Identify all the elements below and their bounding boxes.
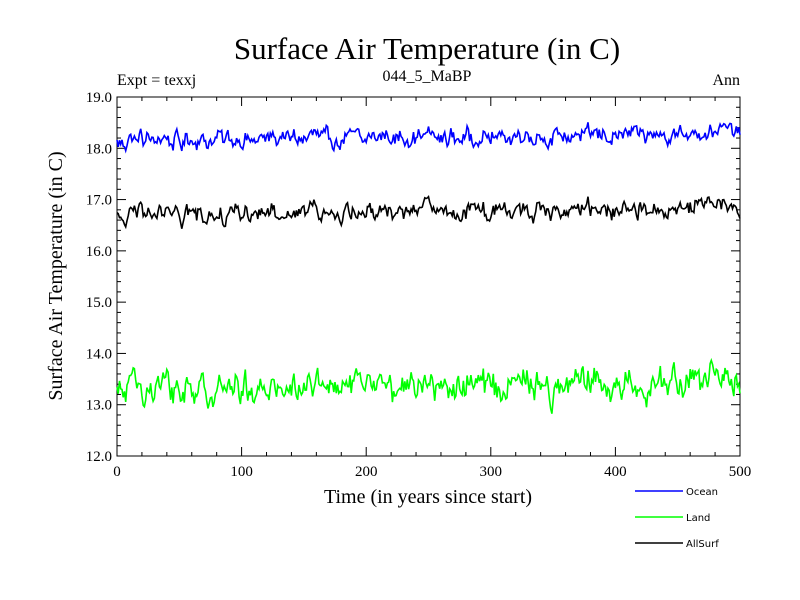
series-layer [116,121,741,414]
y-axis-label: Surface Air Temperature (in C) [45,151,67,400]
season-label: Ann [712,72,740,89]
y-tick-label: 12.0 [86,449,112,465]
y-tick-label: 17.0 [86,193,112,209]
chart-title: Surface Air Temperature (in C) [234,31,620,66]
axes: 0 100 200 300 400 500 12.0 13.0 14.0 15.0 16.0 17.0… [86,90,752,480]
x-tick-label: 400 [604,464,627,480]
legend: Ocean Land AllSurf [635,487,719,550]
y-tick-label: 16.0 [86,244,112,260]
legend-label-ocean: Ocean [686,487,718,498]
y-tick-label: 19.0 [86,90,112,106]
y-tick-label: 14.0 [86,346,112,362]
x-tick-label: 300 [480,464,503,480]
series-line-land [116,357,741,414]
y-tick-label: 13.0 [86,398,112,414]
x-tick-label: 0 [113,464,121,480]
series-line-ocean [116,121,741,154]
legend-label-allsurf: AllSurf [686,539,719,550]
series-line-allsurf [116,195,741,230]
x-tick-label: 500 [729,464,752,480]
legend-label-land: Land [686,513,710,524]
x-tick-label: 100 [230,464,253,480]
x-axis-label: Time (in years since start) [324,486,532,508]
experiment-label: Expt = texxj [117,72,196,89]
chart-subtitle: 044_5_MaBP [383,68,472,85]
x-tick-label: 200 [355,464,378,480]
y-tick-label: 15.0 [86,295,112,311]
plot-frame [116,96,741,457]
y-tick-label: 18.0 [86,141,112,157]
